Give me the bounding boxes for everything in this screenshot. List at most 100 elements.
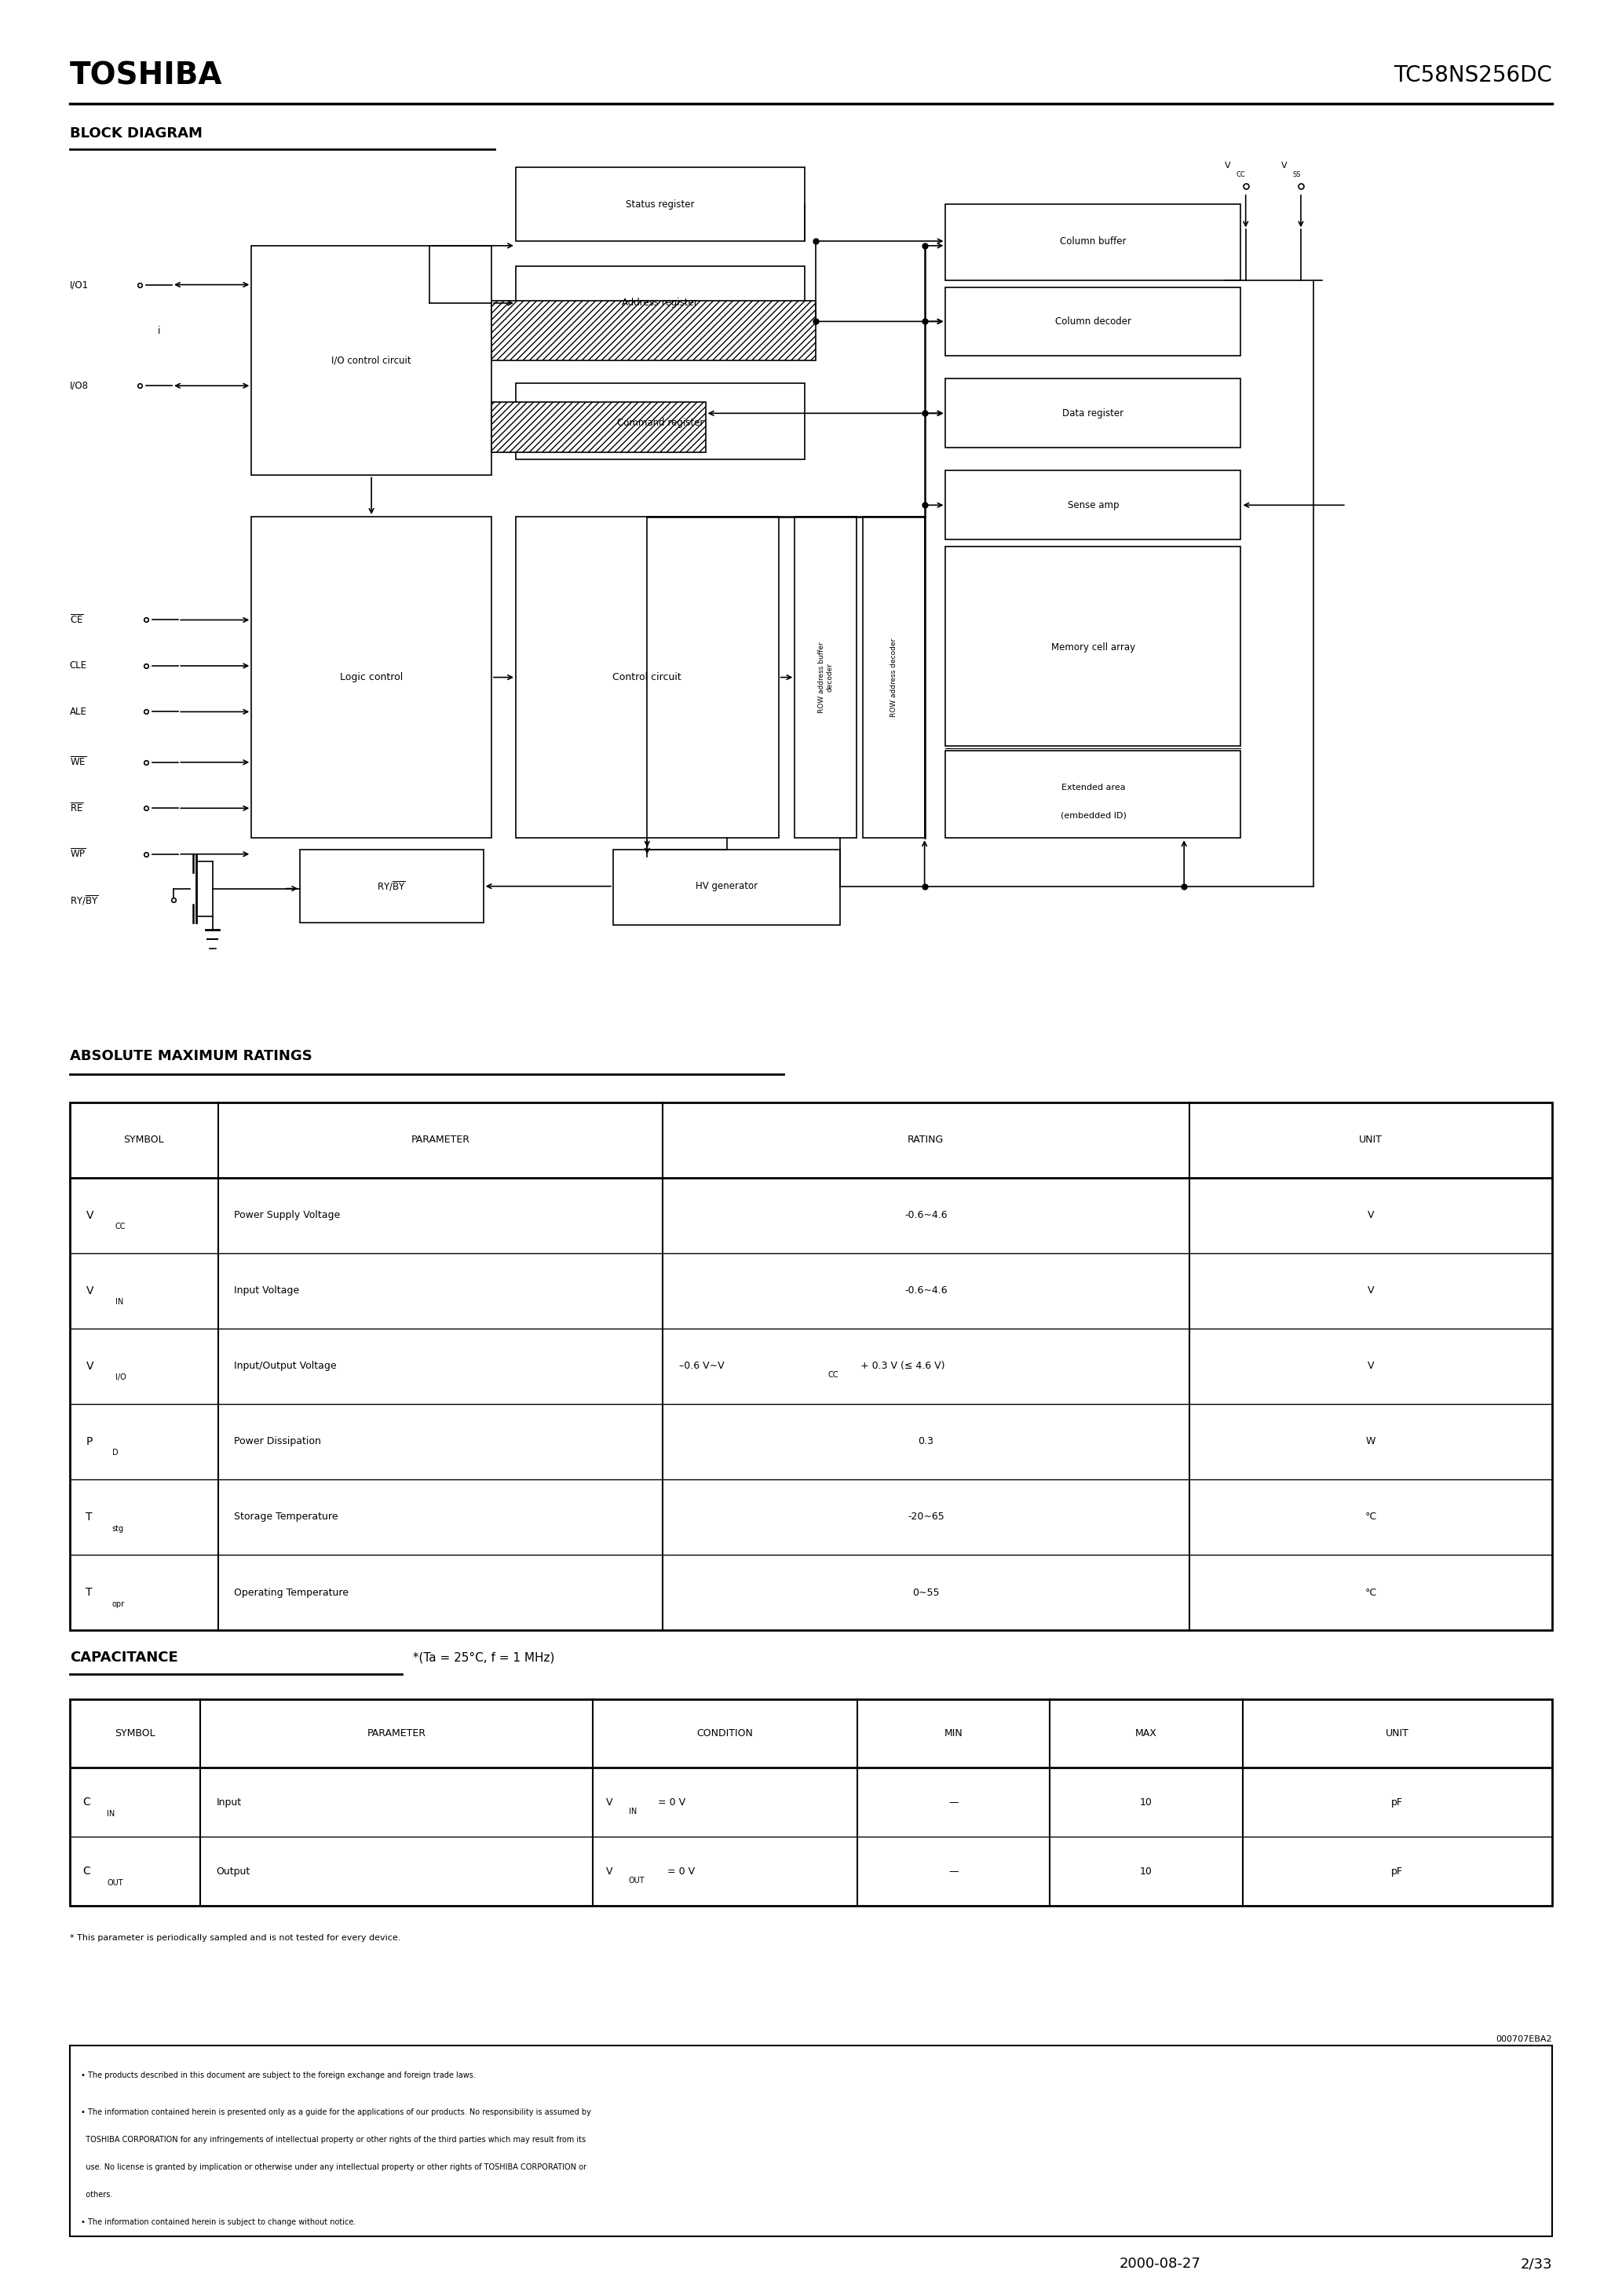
Text: Control circuit: Control circuit: [613, 673, 681, 682]
Text: IN: IN: [107, 1809, 115, 1818]
Text: Power Dissipation: Power Dissipation: [234, 1437, 321, 1446]
Text: Logic control: Logic control: [341, 673, 402, 682]
Bar: [795, 517, 856, 838]
Text: Output: Output: [216, 1867, 250, 1876]
Text: Sense amp: Sense amp: [1067, 501, 1119, 510]
Bar: [70, 1699, 1552, 1906]
Text: = 0 V: = 0 V: [655, 1798, 686, 1807]
Text: MAX: MAX: [1135, 1729, 1156, 1738]
Text: V: V: [1367, 1210, 1374, 1221]
Text: Power Supply Voltage: Power Supply Voltage: [234, 1210, 341, 1221]
Bar: [300, 850, 483, 923]
Text: stg: stg: [112, 1525, 123, 1531]
Text: V: V: [1367, 1286, 1374, 1295]
Text: $\overline{\rm WP}$: $\overline{\rm WP}$: [70, 847, 86, 861]
Text: OUT: OUT: [629, 1876, 646, 1885]
Text: V: V: [1281, 161, 1288, 170]
Bar: [946, 287, 1241, 356]
Text: P: P: [86, 1435, 92, 1446]
Text: T: T: [86, 1511, 92, 1522]
Text: I/O1: I/O1: [70, 280, 89, 289]
Text: V: V: [607, 1867, 613, 1876]
Text: ROW address buffer
decoder: ROW address buffer decoder: [817, 643, 834, 712]
Bar: [70, 1102, 1552, 1630]
Bar: [516, 517, 779, 838]
Text: pF: pF: [1392, 1798, 1403, 1807]
Bar: [516, 266, 805, 340]
Text: W: W: [1366, 1437, 1375, 1446]
Text: V: V: [607, 1798, 613, 1807]
Text: RY/$\overline{\rm BY}$: RY/$\overline{\rm BY}$: [70, 893, 99, 907]
Text: 000707EBA2: 000707EBA2: [1495, 2034, 1552, 2043]
Bar: [946, 471, 1241, 540]
Text: Status register: Status register: [626, 200, 694, 209]
Text: OUT: OUT: [107, 1878, 123, 1887]
Text: C: C: [83, 1798, 91, 1807]
Bar: [863, 517, 925, 838]
Text: MIN: MIN: [944, 1729, 962, 1738]
Text: Input Voltage: Input Voltage: [234, 1286, 300, 1295]
Text: CAPACITANCE: CAPACITANCE: [70, 1651, 178, 1665]
Text: Input: Input: [216, 1798, 242, 1807]
Text: $\overline{\rm WE}$: $\overline{\rm WE}$: [70, 755, 86, 769]
Text: Operating Temperature: Operating Temperature: [234, 1587, 349, 1598]
Text: 10: 10: [1140, 1798, 1152, 1807]
Bar: [946, 751, 1241, 838]
Text: Address register: Address register: [623, 298, 697, 308]
Text: i: i: [157, 326, 161, 335]
Text: 2000-08-27: 2000-08-27: [1119, 2257, 1200, 2271]
Text: * This parameter is periodically sampled and is not tested for every device.: * This parameter is periodically sampled…: [70, 1933, 401, 1942]
Text: CC: CC: [115, 1224, 127, 1231]
Text: UNIT: UNIT: [1359, 1134, 1382, 1146]
Text: I/O: I/O: [115, 1373, 127, 1382]
Text: 10: 10: [1140, 1867, 1152, 1876]
Text: CONDITION: CONDITION: [697, 1729, 753, 1738]
Text: Storage Temperature: Storage Temperature: [234, 1511, 339, 1522]
Text: 0~55: 0~55: [912, 1587, 939, 1598]
Text: IN: IN: [629, 1807, 637, 1816]
Text: V: V: [1225, 161, 1231, 170]
Text: RY/$\overline{\rm BY}$: RY/$\overline{\rm BY}$: [376, 879, 406, 893]
Text: SYMBOL: SYMBOL: [123, 1134, 164, 1146]
Text: • The information contained herein is subject to change without notice.: • The information contained herein is su…: [81, 2218, 357, 2227]
Text: ABSOLUTE MAXIMUM RATINGS: ABSOLUTE MAXIMUM RATINGS: [70, 1049, 311, 1063]
Text: Input/Output Voltage: Input/Output Voltage: [234, 1362, 337, 1371]
Text: CC: CC: [1236, 170, 1246, 179]
Text: TOSHIBA: TOSHIBA: [70, 62, 222, 90]
Text: + 0.3 V (≤ 4.6 V): + 0.3 V (≤ 4.6 V): [858, 1362, 946, 1371]
Text: • The information contained herein is presented only as a guide for the applicat: • The information contained herein is pr…: [81, 2108, 592, 2117]
Text: -0.6~4.6: -0.6~4.6: [905, 1210, 947, 1221]
Text: Data register: Data register: [1062, 409, 1124, 418]
Text: °C: °C: [1364, 1511, 1377, 1522]
Text: -0.6~4.6: -0.6~4.6: [905, 1286, 947, 1295]
Bar: [251, 246, 491, 475]
Text: HV generator: HV generator: [696, 882, 757, 891]
Text: UNIT: UNIT: [1385, 1729, 1410, 1738]
Text: use. No license is granted by implication or otherwise under any intellectual pr: use. No license is granted by implicatio…: [81, 2163, 587, 2172]
Text: PARAMETER: PARAMETER: [367, 1729, 427, 1738]
Text: Memory cell array: Memory cell array: [1051, 643, 1135, 652]
Text: SYMBOL: SYMBOL: [115, 1729, 156, 1738]
Text: V: V: [86, 1362, 94, 1371]
Text: = 0 V: = 0 V: [665, 1867, 696, 1876]
Text: pF: pF: [1392, 1867, 1403, 1876]
Bar: [946, 204, 1241, 280]
Text: TC58NS256DC: TC58NS256DC: [1393, 64, 1552, 87]
Text: ALE: ALE: [70, 707, 88, 716]
Text: C: C: [83, 1867, 91, 1876]
Text: RATING: RATING: [908, 1134, 944, 1146]
Text: V: V: [1367, 1362, 1374, 1371]
Text: I/O control circuit: I/O control circuit: [331, 356, 412, 365]
Text: —: —: [949, 1798, 959, 1807]
Text: Column buffer: Column buffer: [1061, 236, 1126, 246]
Text: V: V: [86, 1210, 94, 1221]
Bar: [251, 517, 491, 838]
Text: CLE: CLE: [70, 661, 88, 670]
Text: • The products described in this document are subject to the foreign exchange an: • The products described in this documen…: [81, 2071, 475, 2080]
Text: BLOCK DIAGRAM: BLOCK DIAGRAM: [70, 126, 203, 140]
Text: *(Ta = 25°C, f = 1 MHz): *(Ta = 25°C, f = 1 MHz): [409, 1651, 555, 1665]
Bar: [946, 379, 1241, 448]
Bar: [491, 402, 706, 452]
Text: Command register: Command register: [616, 418, 704, 427]
Text: Column decoder: Column decoder: [1056, 317, 1131, 326]
